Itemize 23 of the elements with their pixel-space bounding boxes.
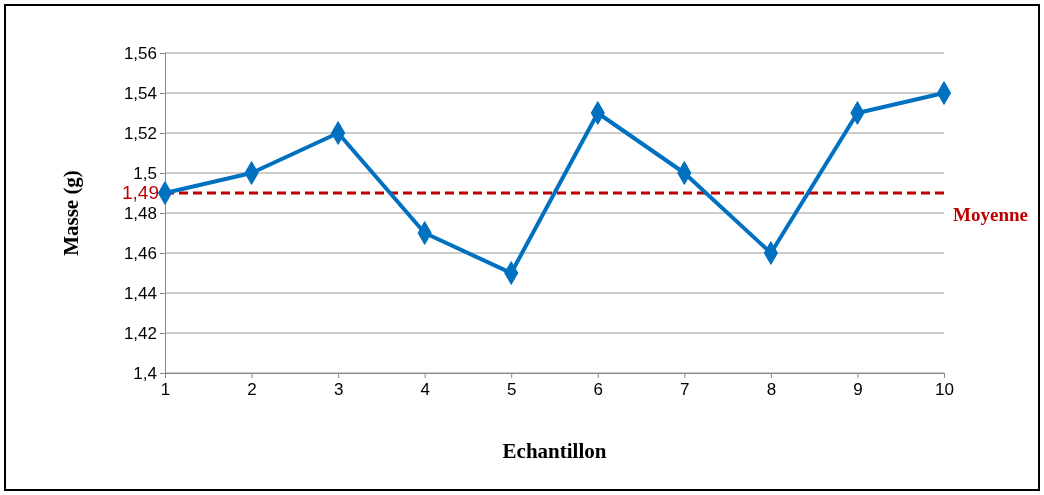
y-tick-label: 1,42 bbox=[123, 323, 157, 343]
x-tick-label: 9 bbox=[853, 380, 863, 400]
y-tick-label: 1,54 bbox=[123, 83, 157, 103]
x-axis-title: Echantillon bbox=[502, 439, 607, 463]
y-tick-label: 1,56 bbox=[123, 43, 157, 63]
x-tick-label: 4 bbox=[420, 380, 430, 400]
x-tick-label: 1 bbox=[160, 380, 171, 400]
x-tick-label: 8 bbox=[766, 380, 777, 400]
y-tick-label: 1,44 bbox=[123, 283, 157, 303]
x-tick-label: 6 bbox=[593, 380, 604, 400]
y-tick-label: 1,48 bbox=[123, 203, 157, 223]
x-tick-label: 2 bbox=[247, 380, 257, 400]
y-tick-label: 1,4 bbox=[133, 363, 157, 383]
x-tick-label: 5 bbox=[506, 380, 517, 400]
x-tick-label: 3 bbox=[333, 380, 344, 400]
x-tick-label: 10 bbox=[935, 380, 954, 400]
y-tick-label: 1,52 bbox=[123, 123, 157, 143]
ref-line-label: Moyenne bbox=[953, 204, 1028, 225]
x-tick-label: 7 bbox=[680, 380, 690, 400]
y-tick-label: 1,5 bbox=[133, 163, 157, 183]
y-tick-label: 1,46 bbox=[123, 243, 157, 263]
text: 1,49 bbox=[122, 182, 159, 203]
y-axis-title: Masse (g) bbox=[59, 170, 83, 256]
